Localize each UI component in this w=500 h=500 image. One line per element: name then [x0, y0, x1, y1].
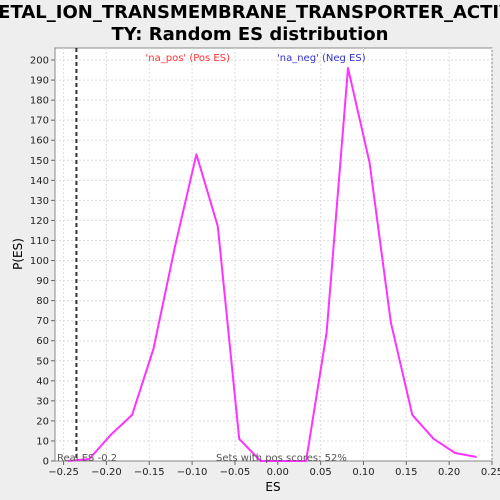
y-tick-label: 90 — [36, 276, 49, 287]
y-tick-label: 40 — [36, 376, 49, 387]
y-tick-label: 180 — [30, 96, 49, 107]
plot-area — [54, 47, 493, 462]
y-axis-label: P(ES) — [11, 238, 25, 270]
chart-title-line2: TY: Random ES distribution — [112, 24, 389, 45]
series-line — [67, 67, 477, 462]
y-tick-label: 170 — [30, 116, 49, 127]
y-tick-label: 100 — [30, 256, 49, 267]
x-axis-label: ES — [265, 480, 280, 494]
x-tick-label: −0.15 — [134, 467, 165, 478]
legend-pos-es: 'na_pos' (Pos ES) — [146, 53, 231, 64]
x-tick-label: 0.05 — [309, 467, 331, 478]
x-tick-label: −0.20 — [91, 467, 122, 478]
y-tick-label: 190 — [30, 76, 49, 87]
x-tick-label: −0.10 — [177, 467, 208, 478]
y-tick-label: 60 — [36, 336, 49, 347]
y-tick-label: 140 — [30, 176, 49, 187]
y-tick-label: 20 — [36, 416, 49, 427]
y-tick-label: 130 — [30, 196, 49, 207]
y-tick-label: 200 — [30, 56, 49, 67]
y-axis-ticks: 0 10 20 30 40 50 60 70 80 90 100 110 120 130 140 150 160… — [30, 56, 55, 468]
y-tick-label: 0 — [43, 457, 49, 468]
x-tick-label: 0.25 — [481, 467, 500, 478]
x-tick-label: 0.15 — [395, 467, 417, 478]
chart-title-line1: METAL_ION_TRANSMEMBRANE_TRANSPORTER_ACTI… — [0, 2, 500, 23]
x-tick-label: −0.05 — [220, 467, 251, 478]
y-tick-label: 30 — [36, 396, 49, 407]
y-tick-label: 10 — [36, 436, 49, 447]
x-tick-label: 0.20 — [438, 467, 460, 478]
x-tick-label: −0.25 — [48, 467, 79, 478]
y-tick-label: 70 — [36, 316, 49, 327]
y-tick-label: 160 — [30, 136, 49, 147]
real-es-label: Real ES -0.2 — [57, 453, 117, 464]
y-tick-label: 120 — [30, 216, 49, 227]
y-tick-label: 50 — [36, 356, 49, 367]
y-tick-label: 110 — [30, 236, 49, 247]
x-axis-ticks: −0.25 −0.20 −0.15 −0.10 −0.05 0.00 0.05 0.10 0.1… — [48, 461, 500, 478]
y-tick-label: 150 — [30, 156, 49, 167]
pos-scores-label: Sets with pos scores: 52% — [216, 453, 347, 464]
x-tick-label: 0.10 — [352, 467, 374, 478]
y-tick-label: 80 — [36, 296, 49, 307]
legend-neg-es: 'na_neg' (Neg ES) — [277, 53, 366, 64]
series-layer — [67, 67, 477, 462]
x-tick-label: 0.00 — [267, 467, 289, 478]
